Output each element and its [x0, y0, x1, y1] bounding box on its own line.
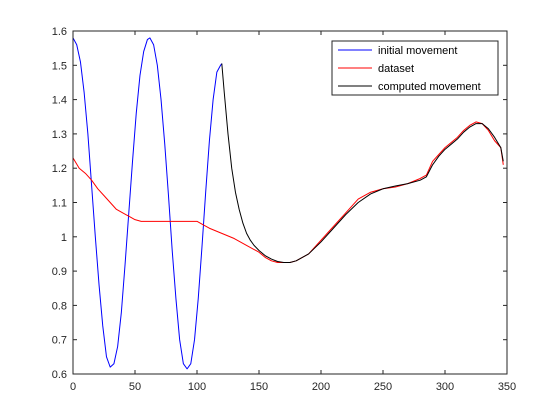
- x-tick-label: 50: [129, 381, 141, 393]
- x-tick-label: 300: [436, 381, 454, 393]
- legend-label-0: initial movement: [378, 45, 457, 57]
- series-layer: [72, 37, 504, 370]
- y-tick-label: 1.3: [52, 129, 67, 141]
- y-tick-label: 1.4: [52, 95, 67, 107]
- y-tick-label: 1.5: [52, 60, 67, 72]
- legend-label-1: dataset: [378, 63, 414, 75]
- axes-layer: 0 50 100 150 200 250 300 350 0.6 0.7 0.8 0.9 1 1.1 1.2…: [52, 26, 516, 393]
- x-tick-label: 250: [374, 381, 392, 393]
- x-tick-label: 350: [498, 381, 516, 393]
- y-tick-label: 0.8: [52, 300, 67, 312]
- x-tick-label: 150: [250, 381, 268, 393]
- x-tick-label: 0: [70, 381, 76, 393]
- series-line-2: [221, 63, 504, 264]
- y-tick-label: 1: [61, 232, 67, 244]
- y-tick-label: 0.7: [52, 335, 67, 347]
- legend: initial movement dataset computed movement: [331, 40, 499, 96]
- x-tick-label: 100: [188, 381, 206, 393]
- y-tick-label: 0.6: [52, 369, 67, 381]
- y-tick-label: 1.2: [52, 163, 67, 175]
- x-tick-label: 200: [312, 381, 330, 393]
- y-tick-label: 0.9: [52, 266, 67, 278]
- y-tick-label: 1.1: [52, 198, 67, 210]
- y-tick-label: 1.6: [52, 26, 67, 38]
- series-line-0: [72, 37, 223, 370]
- legend-label-2: computed movement: [378, 81, 481, 93]
